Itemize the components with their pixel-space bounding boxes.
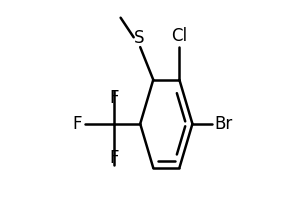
Text: F: F <box>73 115 82 133</box>
Text: Cl: Cl <box>171 27 188 45</box>
Text: F: F <box>109 89 119 107</box>
Text: Br: Br <box>214 115 233 133</box>
Text: F: F <box>109 149 119 167</box>
Text: S: S <box>134 29 145 47</box>
